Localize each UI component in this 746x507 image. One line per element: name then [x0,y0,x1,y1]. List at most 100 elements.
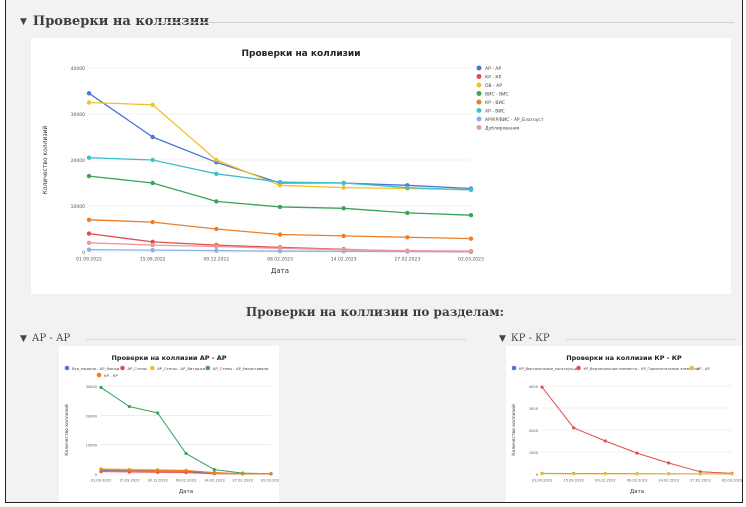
subsection-divider [566,339,736,340]
data-point [150,242,155,248]
data-point [86,100,92,105]
y-tick-label: 10000 [86,444,98,448]
data-point [405,235,410,240]
legend-marker [476,91,482,96]
data-point [341,185,346,190]
y-tick-label: 40000 [71,66,85,72]
x-axis-label: Дата [630,489,644,495]
x-tick-label: 09.02.2023 [176,479,197,483]
section-header[interactable]: ▼ Проверки на коллизии [20,14,209,29]
data-point [635,472,639,476]
x-tick-label: 27.02.2023 [232,479,253,483]
y-tick-label: 1000 [529,451,539,455]
legend-label: КР_Вертикальные_конструкции [519,367,580,371]
data-point [405,248,410,253]
data-point [269,472,273,476]
x-tick-label: 09.02.2023 [627,479,648,483]
x-tick-label: 09.12.2022 [203,257,229,263]
x-axis-label: Дата [179,489,193,495]
kr-kr-collision-chart: Проверки на коллизии КР - КР 0 1000 2000 300… [510,354,742,495]
data-point [572,426,576,430]
x-tick-label: 01.09.2022 [532,479,553,483]
data-point [150,239,155,245]
data-point [150,157,155,163]
series-line [88,101,472,191]
legend-label: Все_модели - АР_Фасад [72,366,120,371]
data-point [86,91,92,96]
y-tick-label: 0 [95,473,98,477]
legend-label: КР - КР [485,75,502,81]
legend-marker [476,74,482,79]
collision-report-panel: ▼ Проверки на коллизии Проверки на колли… [5,0,743,503]
collapse-triangle-icon[interactable]: ▼ [20,16,27,27]
series-line [88,92,472,190]
legend-label: Дублирования [485,126,520,132]
x-tick-label: 15.09.2022 [563,479,584,483]
data-point [540,472,544,476]
header-divider [156,22,734,23]
main-chart-card: Проверки на коллизии 0 10000 20000 30000 4000… [31,38,731,294]
data-point [214,226,219,232]
x-tick-label: 14.02.2023 [204,479,225,483]
x-tick-label: 02.03.2023 [722,479,742,483]
data-point [277,183,283,188]
legend-label: КР - КР [104,373,118,378]
data-point [127,404,131,409]
legend-label: КР_Вертикальные элементы - КР_Горизонтал… [584,367,700,371]
data-point [468,187,474,193]
y-tick-label: 20000 [71,158,85,164]
data-point [86,247,92,252]
legend-marker [96,372,102,378]
data-point [698,472,702,476]
data-point [405,185,410,190]
data-point [214,171,219,176]
legend-label: ВИС - ВИС [485,92,509,98]
section-title: Проверки на коллизии [32,14,209,29]
y-tick-label: 30000 [86,385,98,389]
legend-marker [476,116,482,122]
data-point [156,468,160,473]
data-point [572,472,576,476]
data-point [99,385,103,390]
subsection-kr-label: КР - КР [510,333,550,344]
x-tick-label: 09.12.2022 [595,479,616,483]
y-tick-label: 10000 [71,204,85,210]
legend-label: АР/КР/ВИС - АР_Благоуст [485,117,544,123]
data-point [86,217,92,222]
ar-ar-collision-chart: Проверки на коллизии АР - АР 0 10000 20000 3… [63,354,281,495]
data-point [667,472,671,476]
data-point [150,180,155,186]
legend-marker [476,65,482,71]
collapse-triangle-icon[interactable]: ▼ [20,333,27,344]
ar-chart-card: Проверки на коллизии АР - АР 0 10000 20000 3… [59,346,281,502]
x-tick-label: 30.12.2022 [147,479,168,483]
main-collision-chart: Проверки на коллизии 0 10000 20000 30000 4000… [42,49,544,275]
y-tick-label: 3000 [529,407,539,411]
collapse-triangle-icon[interactable]: ▼ [499,333,506,344]
chart-title: Проверки на коллизии АР - АР [111,354,226,362]
y-tick-label: 30000 [71,112,85,118]
legend-marker [476,108,482,113]
data-point [405,210,410,216]
y-tick-label: 0 [82,250,85,256]
subsection-ar-header[interactable]: ▼ АР - АР [20,333,70,344]
legend-marker [689,365,695,371]
data-point [86,155,92,160]
data-point [468,248,474,254]
data-point [277,179,283,185]
legend-label: КР - АР [697,367,711,371]
legend-marker [205,365,211,371]
x-tick-label: 02.03.2023 [261,479,279,483]
legend-label: КР - ВИС [485,100,505,106]
data-point [603,472,607,476]
data-point [540,385,544,389]
data-point [635,451,639,455]
data-point [341,247,346,252]
x-tick-label: 01.09.2022 [76,257,102,263]
data-point [241,472,245,476]
data-point [184,451,188,456]
subsection-kr-header[interactable]: ▼ КР - КР [499,333,550,344]
y-tick-label: 0 [536,473,539,477]
legend-marker [120,365,125,371]
legend-label: АР_Стены - АР_Увольтовани [213,366,269,371]
